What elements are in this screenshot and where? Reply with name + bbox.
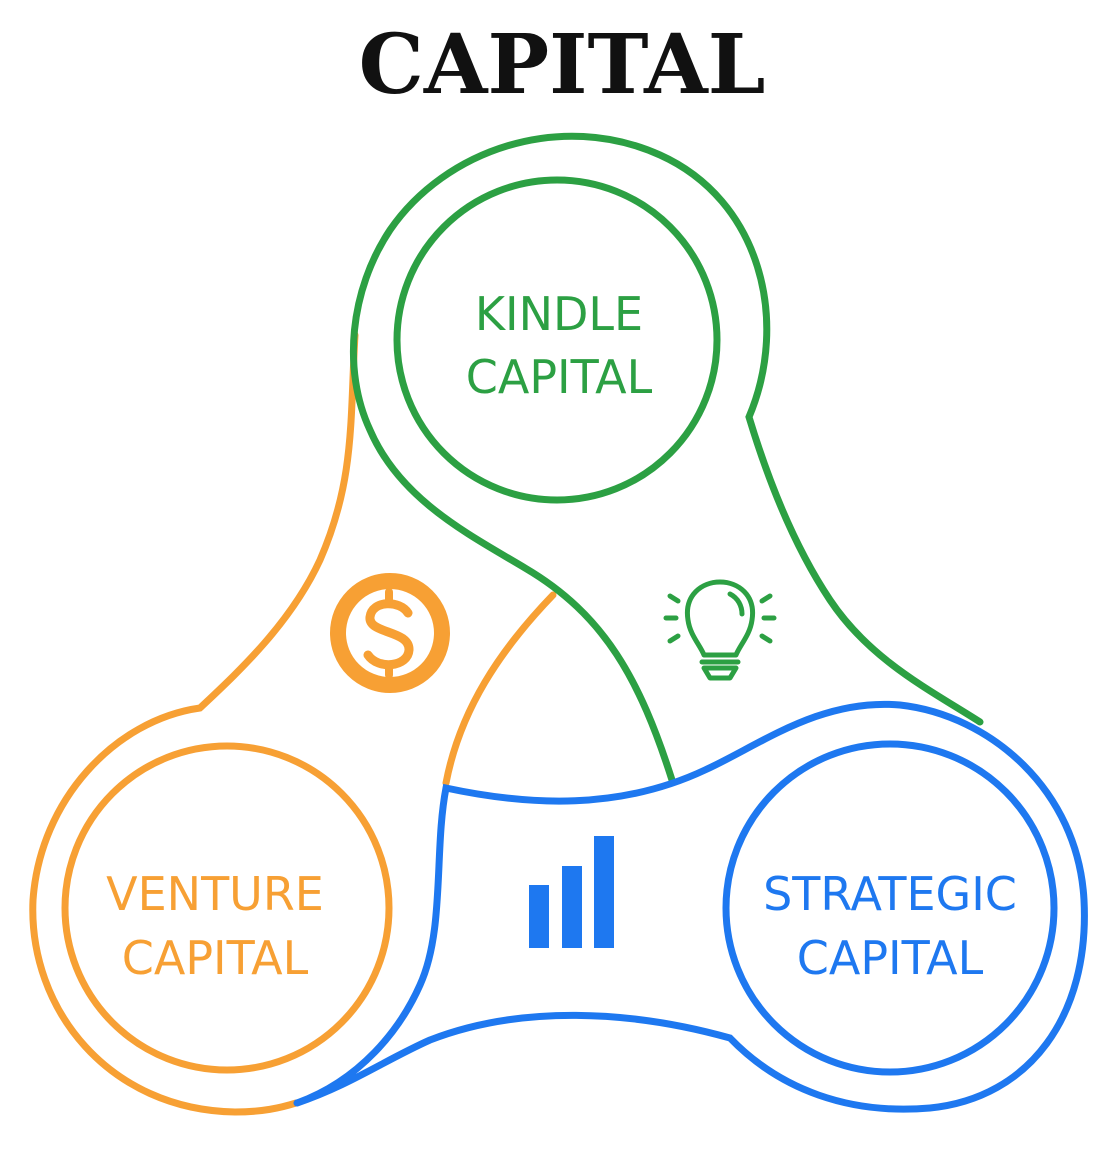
strategic-outer-outline (293, 700, 1088, 1113)
dollar-coin-icon (330, 573, 450, 693)
venture-inner-circle (61, 742, 393, 1074)
venture-label-line1: VENTURE (106, 867, 324, 921)
bar-chart-icon (529, 836, 614, 948)
kindle-outer-outline (349, 132, 984, 784)
kindle-inner-circle (393, 176, 721, 504)
lightbulb-icon (663, 579, 777, 681)
venture-label-line2: CAPITAL (122, 931, 309, 985)
kindle-label-line1: KINDLE (475, 287, 643, 341)
venture-outer-outline (29, 331, 359, 1116)
strategic-label-line1: STRATEGIC (763, 867, 1017, 921)
page-title: CAPITAL (359, 17, 766, 113)
kindle-label-line2: CAPITAL (466, 350, 653, 404)
strategic-inner-circle (722, 740, 1058, 1076)
venture-inner-outline (442, 591, 557, 787)
strategic-label-line2: CAPITAL (797, 931, 984, 985)
